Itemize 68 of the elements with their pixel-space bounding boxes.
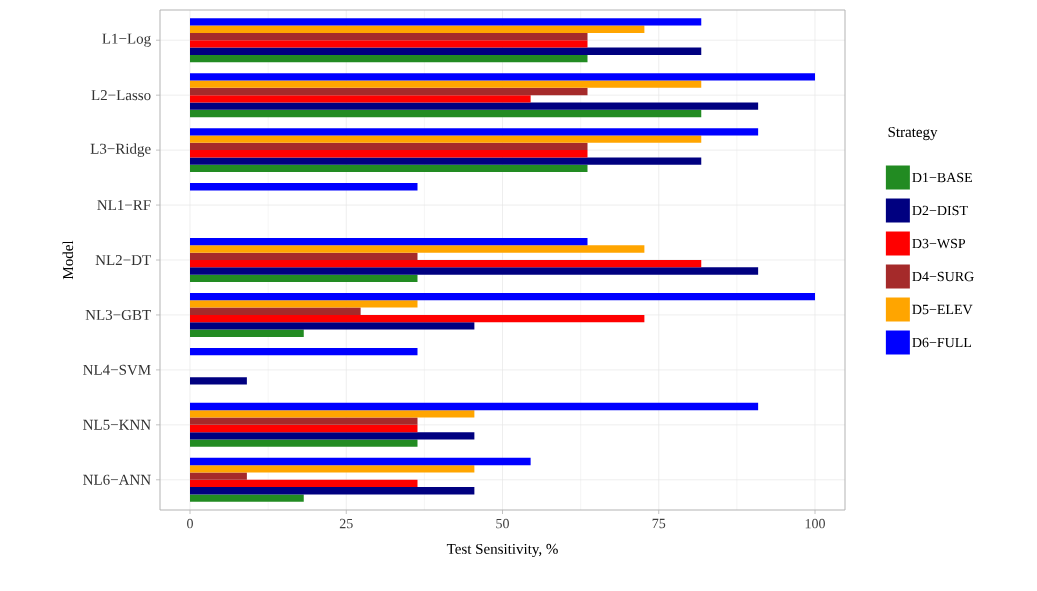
bar xyxy=(190,183,418,191)
y-tick-label: NL4−SVM xyxy=(83,364,151,375)
bar xyxy=(190,109,702,118)
bar xyxy=(190,102,759,110)
x-tick-label: 0 xyxy=(187,518,193,529)
y-tick-label: NL3−GBT xyxy=(85,309,151,320)
bar xyxy=(190,238,588,246)
bar xyxy=(190,402,759,411)
bar xyxy=(190,465,475,473)
bar xyxy=(190,142,588,151)
bar xyxy=(190,47,702,55)
y-tick-label: L3−Ridge xyxy=(90,143,151,157)
bar xyxy=(190,347,418,356)
bar xyxy=(190,87,588,96)
bar xyxy=(190,439,418,447)
bar xyxy=(190,329,304,337)
bar xyxy=(190,417,418,425)
bar xyxy=(190,54,588,63)
bar xyxy=(190,80,702,88)
bar xyxy=(190,245,645,253)
bar xyxy=(190,32,588,41)
bar xyxy=(190,274,418,282)
bar xyxy=(190,18,702,26)
bar xyxy=(190,25,645,33)
bar xyxy=(190,472,247,480)
y-tick-label: NL1−RF xyxy=(97,200,151,211)
y-tick-label: NL6−ANN xyxy=(83,474,151,485)
bar xyxy=(190,252,418,260)
bar xyxy=(190,457,531,466)
bar xyxy=(190,164,588,173)
bar xyxy=(190,424,418,433)
bar xyxy=(190,300,418,308)
x-tick-label: 75 xyxy=(652,518,666,529)
bar xyxy=(190,73,816,81)
legend-label: D4−SURG xyxy=(912,271,974,282)
bar xyxy=(190,150,588,158)
legend-label: D1−BASE xyxy=(912,172,972,183)
bar xyxy=(190,292,816,301)
y-tick-label: L2−Lasso xyxy=(91,90,151,101)
bar xyxy=(190,135,702,143)
legend-title: Strategy xyxy=(888,126,938,141)
legend-label: D2−DIST xyxy=(912,205,968,216)
x-axis-title: Test Sensitivity, % xyxy=(446,543,558,558)
y-axis-title: Model xyxy=(62,240,74,280)
y-tick-label: NL2−DT xyxy=(95,255,151,265)
bar xyxy=(190,479,418,488)
y-tick-label: L1−Log xyxy=(102,33,151,47)
legend-label: D5−ELEV xyxy=(912,304,973,315)
bar xyxy=(190,40,588,48)
x-tick-label: 100 xyxy=(805,518,825,529)
bar xyxy=(190,322,475,330)
bar xyxy=(190,314,645,323)
bar xyxy=(190,494,304,502)
bar xyxy=(190,95,531,103)
bar xyxy=(190,267,759,275)
bar xyxy=(190,410,475,418)
bar xyxy=(190,260,702,268)
y-tick-label: NL5−KNN xyxy=(83,419,151,430)
x-tick-label: 50 xyxy=(496,518,509,529)
bar xyxy=(190,432,475,440)
bar xyxy=(190,157,702,165)
bar xyxy=(190,487,475,495)
legend-label: D3−WSP xyxy=(912,238,966,249)
legend-label: D6−FULL xyxy=(912,337,972,348)
bar xyxy=(190,377,247,385)
x-tick-label: 25 xyxy=(339,518,353,529)
bar xyxy=(190,128,759,136)
bar xyxy=(190,307,361,315)
